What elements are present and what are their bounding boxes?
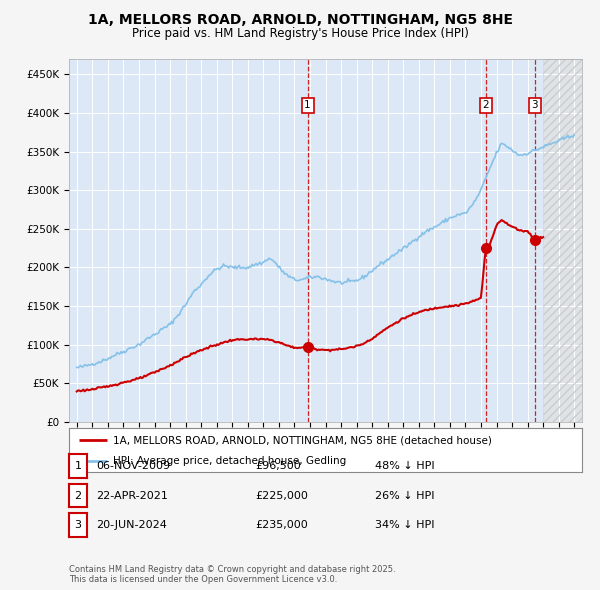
Text: HPI: Average price, detached house, Gedling: HPI: Average price, detached house, Gedl… [113, 456, 346, 466]
Text: 2: 2 [74, 491, 82, 500]
Text: 3: 3 [74, 520, 82, 530]
Text: 34% ↓ HPI: 34% ↓ HPI [375, 520, 434, 530]
Text: 26% ↓ HPI: 26% ↓ HPI [375, 491, 434, 500]
Text: 22-APR-2021: 22-APR-2021 [96, 491, 168, 500]
Bar [543, 59, 582, 422]
Text: 1: 1 [74, 461, 82, 471]
Text: 2: 2 [482, 100, 489, 110]
Bar [543, 59, 582, 422]
Text: 1A, MELLORS ROAD, ARNOLD, NOTTINGHAM, NG5 8HE (detached house): 1A, MELLORS ROAD, ARNOLD, NOTTINGHAM, NG… [113, 435, 491, 445]
Text: 20-JUN-2024: 20-JUN-2024 [96, 520, 167, 530]
Text: 1: 1 [304, 100, 311, 110]
Text: £96,500: £96,500 [255, 461, 301, 471]
Text: 48% ↓ HPI: 48% ↓ HPI [375, 461, 434, 471]
Text: £235,000: £235,000 [255, 520, 308, 530]
Text: £225,000: £225,000 [255, 491, 308, 500]
Text: 3: 3 [532, 100, 538, 110]
Text: 06-NOV-2009: 06-NOV-2009 [96, 461, 170, 471]
Text: 1A, MELLORS ROAD, ARNOLD, NOTTINGHAM, NG5 8HE: 1A, MELLORS ROAD, ARNOLD, NOTTINGHAM, NG… [88, 13, 512, 27]
Text: Contains HM Land Registry data © Crown copyright and database right 2025.
This d: Contains HM Land Registry data © Crown c… [69, 565, 395, 584]
Text: Price paid vs. HM Land Registry's House Price Index (HPI): Price paid vs. HM Land Registry's House … [131, 27, 469, 40]
